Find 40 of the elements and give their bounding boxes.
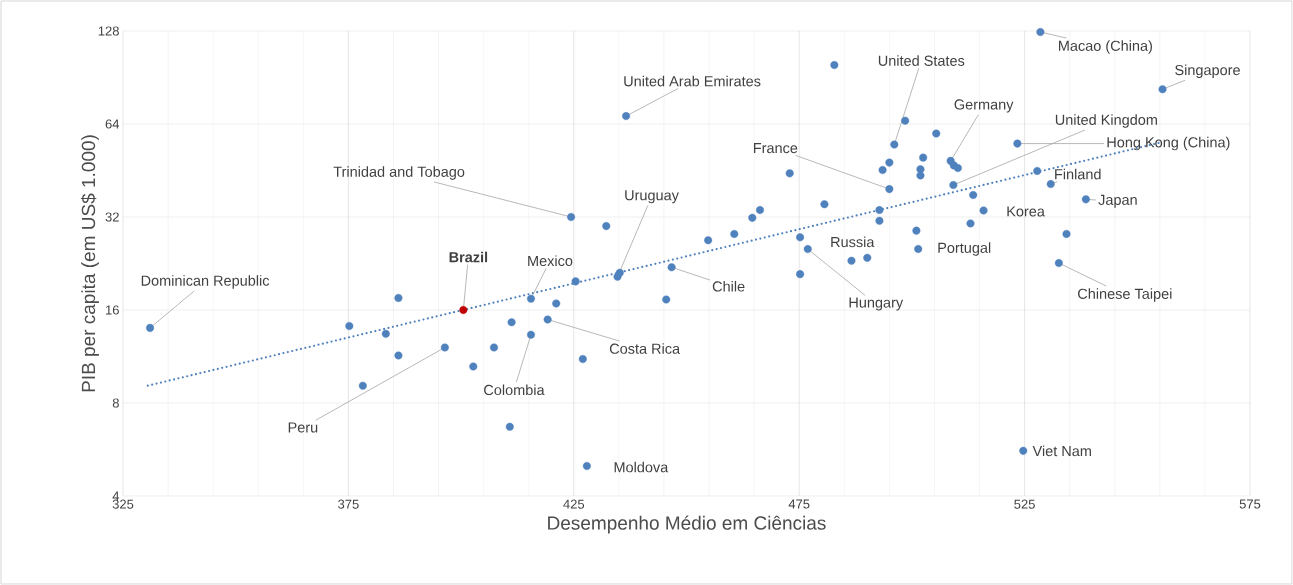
annotation: Japan bbox=[1098, 194, 1137, 208]
annotation: Dominican Republic bbox=[141, 275, 270, 289]
y-axis-title: PIB per capita (em US$ 1.000) bbox=[80, 135, 99, 392]
y-tick-label: 64 bbox=[105, 119, 120, 129]
x-tick-label: 525 bbox=[1014, 499, 1035, 509]
x-tick-label: 475 bbox=[788, 499, 810, 509]
x-axis-title: Desempenho Médio em Ciências bbox=[548, 515, 826, 534]
annotation: United Kingdom bbox=[1055, 114, 1157, 128]
annotation: Germany bbox=[954, 99, 1014, 113]
annotation: Macao (China) bbox=[1059, 40, 1152, 54]
annotation: Chinese Taipei bbox=[1078, 288, 1172, 302]
y-tick-label: 8 bbox=[112, 398, 119, 408]
annotation: United States bbox=[878, 55, 965, 66]
annotation: Colombia bbox=[484, 384, 545, 396]
x-tick-label: 425 bbox=[563, 499, 585, 509]
annotation: United Arab Emirates bbox=[624, 75, 761, 87]
annotation: Korea bbox=[1007, 206, 1045, 217]
annotation: Russia bbox=[831, 236, 875, 248]
annotation: Hungary bbox=[849, 297, 904, 311]
annotation: Viet Nam bbox=[1032, 445, 1091, 457]
annotation: Uruguay bbox=[625, 190, 679, 204]
annotation: Finland bbox=[1055, 168, 1101, 180]
annotation: Singapore bbox=[1175, 64, 1240, 79]
x-tick-label: 325 bbox=[112, 499, 134, 509]
annotation: Costa Rica bbox=[609, 343, 681, 354]
annotation: Portugal bbox=[938, 242, 991, 256]
annotation: Moldova bbox=[614, 461, 669, 473]
annotation: Peru bbox=[288, 422, 318, 433]
x-tick-label: 575 bbox=[1239, 499, 1261, 509]
y-tick-label: 16 bbox=[106, 305, 119, 315]
annotation: Mexico bbox=[528, 255, 573, 267]
annotation: Hong Kong (China) bbox=[1107, 136, 1230, 151]
annotation: Trinidad and Tobago bbox=[333, 166, 465, 180]
x-tick-label: 375 bbox=[338, 499, 359, 509]
annotation: France bbox=[753, 143, 798, 154]
annotation: Brazil bbox=[449, 251, 488, 263]
y-tick-label: 128 bbox=[98, 26, 119, 36]
annotation: Chile bbox=[712, 280, 745, 292]
y-tick-label: 32 bbox=[105, 212, 119, 222]
y-tick-label: 4 bbox=[112, 491, 120, 501]
